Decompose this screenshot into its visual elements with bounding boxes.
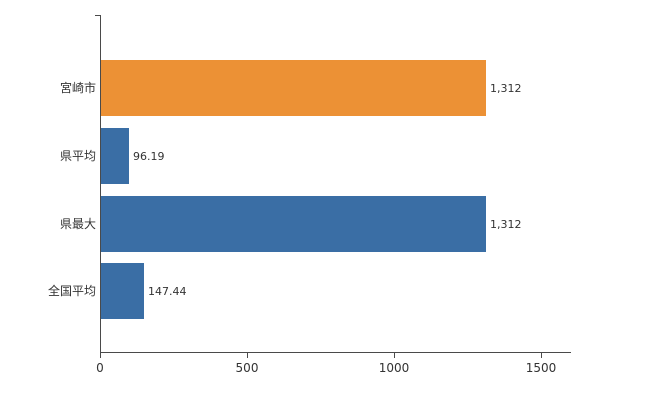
category-label: 県最大 (59, 217, 96, 231)
category-label: 全国平均 (47, 284, 96, 298)
bar (101, 60, 486, 116)
x-axis-tick-label: 1500 (525, 361, 557, 375)
category-label: 宮崎市 (59, 81, 96, 95)
bar-value-label: 147.44 (148, 285, 187, 298)
x-axis-tick-label: 0 (96, 361, 104, 375)
y-axis-top-tick (95, 15, 100, 16)
bar-value-label: 96.19 (133, 150, 165, 163)
x-axis-tick-mark (247, 353, 248, 358)
x-axis-tick-label: 1000 (378, 361, 410, 375)
x-axis-tick-mark (100, 353, 101, 358)
x-axis-line (100, 352, 571, 353)
x-axis-tick-label: 500 (235, 361, 259, 375)
bar (101, 196, 486, 252)
y-axis-line (100, 15, 101, 353)
category-label: 県平均 (59, 149, 96, 163)
bar-value-label: 1,312 (490, 82, 522, 95)
x-axis-tick-mark (541, 353, 542, 358)
bar-value-label: 1,312 (490, 218, 522, 231)
x-axis-tick-mark (394, 353, 395, 358)
bar (101, 263, 144, 319)
bar (101, 128, 129, 184)
